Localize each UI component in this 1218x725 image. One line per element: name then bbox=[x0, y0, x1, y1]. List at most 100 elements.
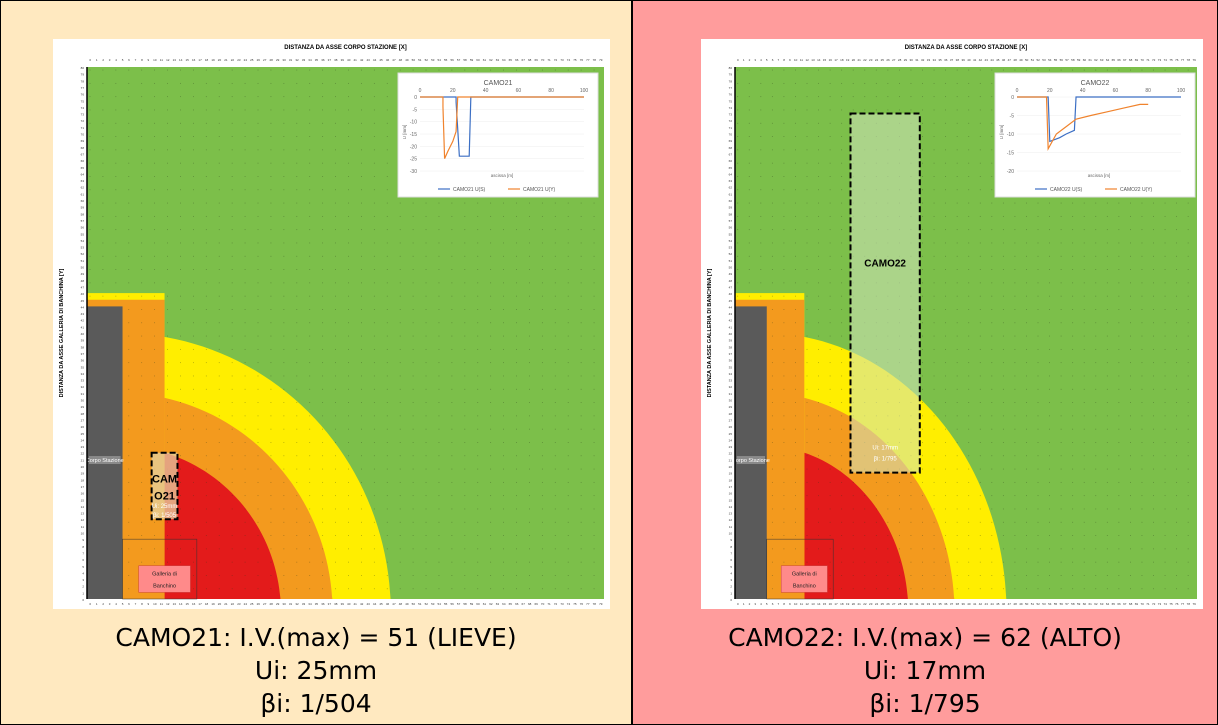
grid-dot bbox=[1026, 69, 1027, 71]
grid-dot bbox=[283, 269, 285, 270]
y-tick-label: 27 bbox=[729, 418, 733, 422]
y-tick-label: 20 bbox=[729, 465, 733, 469]
y-tick-label: 61 bbox=[729, 192, 733, 196]
grid-dot bbox=[979, 561, 981, 563]
grid-dot bbox=[89, 149, 91, 151]
grid-dot bbox=[841, 495, 843, 497]
grid-dot bbox=[244, 136, 246, 137]
grid-dot bbox=[1164, 229, 1166, 231]
grid-dot bbox=[1130, 229, 1131, 231]
grid-dot bbox=[309, 176, 311, 177]
grid-dot bbox=[1164, 375, 1166, 377]
grid-dot bbox=[945, 455, 947, 457]
grid-dot bbox=[771, 136, 773, 137]
grid-dot bbox=[1095, 335, 1097, 337]
grid-dot bbox=[503, 521, 504, 523]
grid-dot bbox=[309, 348, 311, 350]
y-tick-label: 76 bbox=[729, 93, 733, 97]
grid-dot bbox=[829, 109, 831, 111]
grid-dot bbox=[373, 229, 375, 231]
grid-dot bbox=[933, 162, 935, 164]
grid-dot bbox=[1014, 481, 1016, 483]
grid-dot bbox=[554, 455, 556, 457]
grid-dot bbox=[956, 402, 958, 403]
grid-dot bbox=[154, 69, 156, 71]
grid-dot bbox=[244, 69, 246, 71]
grid-dot bbox=[554, 428, 556, 430]
grid-dot bbox=[1164, 548, 1166, 550]
grid-dot bbox=[1095, 428, 1097, 430]
grid-dot bbox=[180, 362, 181, 364]
grid-dot bbox=[296, 242, 298, 244]
grid-dot bbox=[933, 215, 935, 217]
grid-dot bbox=[1118, 588, 1120, 590]
grid-dot bbox=[841, 162, 843, 164]
grid-dot bbox=[1130, 375, 1131, 377]
y-tick-label: 27 bbox=[81, 418, 85, 422]
grid-dot bbox=[335, 189, 336, 191]
grid-dot bbox=[1002, 442, 1004, 443]
grid-dot bbox=[205, 508, 207, 510]
grid-dot bbox=[829, 428, 831, 430]
x-tick-label-bottom: 9 bbox=[148, 602, 150, 606]
grid-dot bbox=[945, 362, 947, 364]
grid-dot bbox=[115, 69, 117, 71]
grid-dot bbox=[1072, 215, 1074, 217]
grid-dot bbox=[541, 282, 543, 284]
grid-dot bbox=[373, 122, 375, 124]
grid-dot bbox=[218, 255, 220, 257]
grid-dot bbox=[205, 455, 207, 457]
grid-dot bbox=[477, 322, 479, 324]
grid-dot bbox=[933, 295, 935, 297]
grid-dot bbox=[348, 136, 349, 137]
grid-dot bbox=[89, 189, 91, 191]
grid-dot bbox=[529, 468, 530, 470]
grid-dot bbox=[322, 242, 324, 244]
grid-dot bbox=[1141, 202, 1143, 204]
grid-dot bbox=[257, 242, 259, 244]
grid-dot bbox=[490, 202, 492, 204]
grid-dot bbox=[1049, 348, 1050, 350]
grid-dot bbox=[1153, 282, 1154, 284]
grid-dot bbox=[490, 481, 492, 483]
grid-dot bbox=[541, 255, 543, 257]
grid-dot bbox=[806, 442, 808, 443]
grid-dot bbox=[783, 348, 785, 350]
y-tick-label: 42 bbox=[81, 319, 85, 323]
grid-dot bbox=[968, 588, 970, 590]
grid-dot bbox=[818, 255, 819, 257]
grid-dot bbox=[1002, 309, 1004, 310]
x-tick-label: 64 bbox=[1106, 58, 1110, 62]
grid-dot bbox=[477, 481, 479, 483]
grid-dot bbox=[1141, 548, 1143, 550]
grid-dot bbox=[1106, 535, 1108, 536]
grid-dot bbox=[899, 588, 900, 590]
grid-dot bbox=[991, 428, 993, 430]
grid-dot bbox=[373, 548, 375, 550]
inset-x-tick: 60 bbox=[516, 88, 522, 94]
grid-dot bbox=[910, 508, 912, 510]
grid-dot bbox=[1141, 402, 1143, 403]
grid-dot bbox=[503, 255, 504, 257]
grid-dot bbox=[477, 455, 479, 457]
y-tick-label: 58 bbox=[81, 212, 85, 216]
x-tick-label: 49 bbox=[405, 58, 409, 62]
grid-dot bbox=[783, 375, 785, 377]
grid-dot bbox=[503, 375, 504, 377]
grid-dot bbox=[296, 388, 298, 390]
grid-dot bbox=[1187, 535, 1189, 536]
x-tick-label: 11 bbox=[800, 58, 803, 62]
grid-dot bbox=[1014, 335, 1016, 337]
x-tick-label: 76 bbox=[580, 58, 584, 62]
grid-dot bbox=[968, 388, 970, 390]
grid-dot bbox=[231, 508, 233, 510]
grid-dot bbox=[841, 202, 843, 204]
x-tick-label: 39 bbox=[341, 58, 345, 62]
grid-dot bbox=[244, 82, 246, 84]
grid-dot bbox=[580, 362, 582, 364]
grid-dot bbox=[783, 136, 785, 137]
grid-dot bbox=[425, 455, 427, 457]
grid-dot bbox=[309, 136, 311, 137]
x-tick-label-bottom: 32 bbox=[921, 602, 925, 606]
grid-dot bbox=[1176, 362, 1178, 364]
